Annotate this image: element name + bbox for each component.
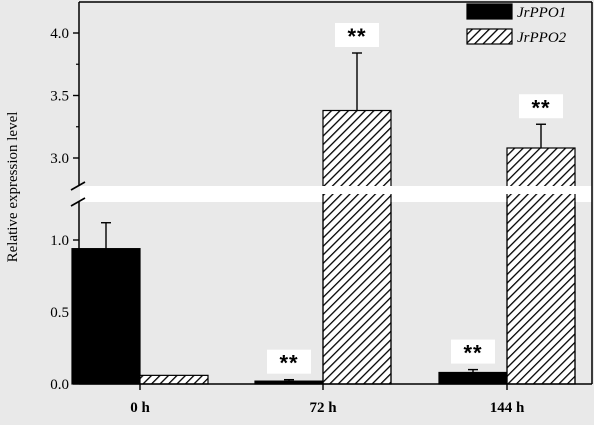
bar-continuation	[323, 194, 391, 202]
significance-mark: **	[531, 95, 550, 120]
y-tick-label: 3.5	[50, 89, 69, 105]
x-tick-label: 144 h	[490, 400, 525, 416]
bar-JrPPO1-0h	[71, 248, 141, 385]
legend-label-JrPPO1: JrPPO1	[517, 5, 566, 21]
significance-mark: **	[463, 341, 482, 366]
significance-background	[267, 349, 311, 374]
legend-label-JrPPO2: JrPPO2	[517, 30, 567, 46]
plot-area: ** ** ** ** 0.0 0.5 1.0 3.0 3.5 4.0 0 h 72 h 144 h Jr…	[50, 1, 593, 416]
bar-continuation	[507, 194, 575, 202]
axis-break-mark	[70, 181, 86, 191]
x-tick-label: 72 h	[309, 400, 337, 416]
bar-JrPPO2-72h	[322, 109, 392, 385]
bar-JrPPO2-0h	[139, 374, 209, 385]
legend-swatch-JrPPO2	[466, 28, 513, 45]
significance-background	[519, 94, 563, 119]
significance-mark: **	[279, 351, 298, 376]
legend-swatch-JrPPO1	[466, 3, 513, 20]
y-tick-label: 1.0	[50, 233, 69, 249]
bar-JrPPO1-144h	[438, 371, 508, 385]
y-tick-label: 3.0	[50, 151, 69, 167]
x-tick-label: 0 h	[130, 400, 150, 416]
y-axis-title: Relative expression level	[5, 112, 21, 263]
significance-background	[451, 339, 495, 364]
bar-JrPPO2-144h	[506, 147, 576, 385]
significance-background	[335, 23, 379, 47]
y-tick-label: 0.0	[50, 377, 69, 393]
axis-break-mark	[70, 197, 86, 207]
y-tick-label: 0.5	[50, 305, 69, 321]
y-tick-label: 4.0	[50, 26, 69, 42]
significance-mark: **	[347, 24, 366, 49]
